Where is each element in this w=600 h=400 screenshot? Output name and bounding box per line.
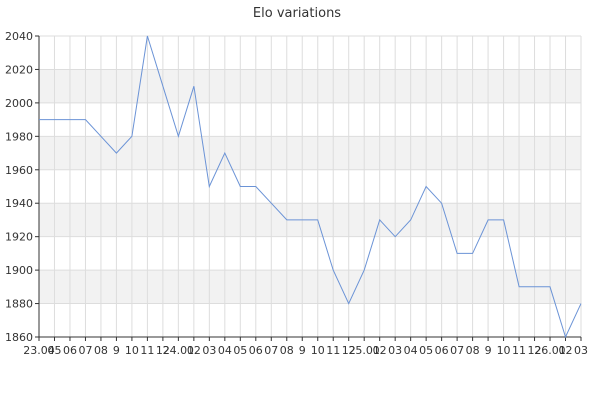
data-point — [502, 219, 504, 221]
data-point — [378, 219, 380, 221]
data-point — [564, 336, 566, 338]
x-tick-label: 08 — [280, 344, 294, 357]
data-point — [440, 202, 442, 204]
data-point — [270, 202, 272, 204]
x-tick-label: 11 — [326, 344, 340, 357]
x-tick-label: 26.01 — [534, 344, 566, 357]
plot-band — [39, 270, 581, 304]
x-tick-label: 08 — [94, 344, 108, 357]
plot-band — [39, 69, 581, 103]
data-point — [363, 269, 365, 271]
x-tick-label: 02 — [187, 344, 201, 357]
x-tick-label: 11 — [512, 344, 526, 357]
x-tick-label: 11 — [140, 344, 154, 357]
x-tick-label: 08 — [466, 344, 480, 357]
data-point — [487, 219, 489, 221]
data-point — [177, 135, 179, 137]
x-tick-label: 02 — [559, 344, 573, 357]
data-point — [301, 219, 303, 221]
x-tick-label: 9 — [113, 344, 120, 357]
data-point — [286, 219, 288, 221]
data-point — [533, 286, 535, 288]
data-point — [193, 85, 195, 87]
x-tick-label: 9 — [299, 344, 306, 357]
y-tick-label: 1860 — [5, 331, 33, 344]
data-point — [332, 269, 334, 271]
tick-labels: 1860 1880 1900 1920 1940 1960 1980 2000 2020 2040… — [5, 30, 588, 357]
plot-bands — [39, 69, 581, 304]
y-tick-label: 1980 — [5, 130, 33, 143]
x-tick-label: 02 — [373, 344, 387, 357]
y-tick-label: 1880 — [5, 298, 33, 311]
x-tick-label: 25.01 — [348, 344, 380, 357]
data-point — [100, 135, 102, 137]
data-point — [425, 185, 427, 187]
data-point — [518, 286, 520, 288]
x-tick-label: 06 — [63, 344, 77, 357]
data-point — [255, 185, 257, 187]
x-tick-label: 07 — [78, 344, 92, 357]
data-point — [38, 118, 40, 120]
data-point — [580, 302, 582, 304]
chart-title: Elo variations — [253, 6, 341, 21]
data-point — [471, 252, 473, 254]
x-tick-label: 03 — [388, 344, 402, 357]
data-point — [115, 152, 117, 154]
axes — [35, 35, 582, 341]
x-tick-label: 12 — [342, 344, 356, 357]
x-tick-label: 03 — [202, 344, 216, 357]
y-tick-label: 1900 — [5, 264, 33, 277]
x-tick-label: 06 — [249, 344, 263, 357]
data-point — [84, 118, 86, 120]
x-tick-label: 04 — [404, 344, 418, 357]
y-tick-label: 2020 — [5, 63, 33, 76]
data-point — [69, 118, 71, 120]
data-point — [53, 118, 55, 120]
x-tick-label: 06 — [435, 344, 449, 357]
x-tick-label: 23.04 — [23, 344, 55, 357]
x-tick-label: 03 — [574, 344, 588, 357]
data-point — [456, 252, 458, 254]
series-line — [39, 35, 582, 339]
x-tick-label: 10 — [497, 344, 511, 357]
x-tick-label: 07 — [264, 344, 278, 357]
y-tick-label: 1960 — [5, 164, 33, 177]
data-point — [317, 219, 319, 221]
x-tick-label: 10 — [125, 344, 139, 357]
plot-band — [39, 136, 581, 170]
y-tick-label: 2040 — [5, 30, 33, 43]
data-point — [348, 302, 350, 304]
data-point — [162, 85, 164, 87]
data-point — [208, 185, 210, 187]
x-tick-label: 05 — [419, 344, 433, 357]
y-tick-label: 1920 — [5, 231, 33, 244]
data-point — [549, 286, 551, 288]
data-point — [146, 35, 148, 37]
x-tick-label: 12 — [528, 344, 542, 357]
x-tick-label: 24.01 — [163, 344, 195, 357]
x-tick-label: 05 — [47, 344, 61, 357]
series-layer — [38, 35, 582, 339]
x-tick-label: 10 — [311, 344, 325, 357]
y-tick-label: 2000 — [5, 97, 33, 110]
data-point — [239, 185, 241, 187]
x-tick-label: 04 — [218, 344, 232, 357]
data-point — [409, 219, 411, 221]
data-point — [224, 152, 226, 154]
x-tick-label: 12 — [156, 344, 170, 357]
data-point — [131, 135, 133, 137]
x-tick-label: 9 — [485, 344, 492, 357]
x-tick-label: 05 — [233, 344, 247, 357]
x-tick-label: 07 — [450, 344, 464, 357]
data-point — [394, 235, 396, 237]
y-tick-label: 1940 — [5, 197, 33, 210]
